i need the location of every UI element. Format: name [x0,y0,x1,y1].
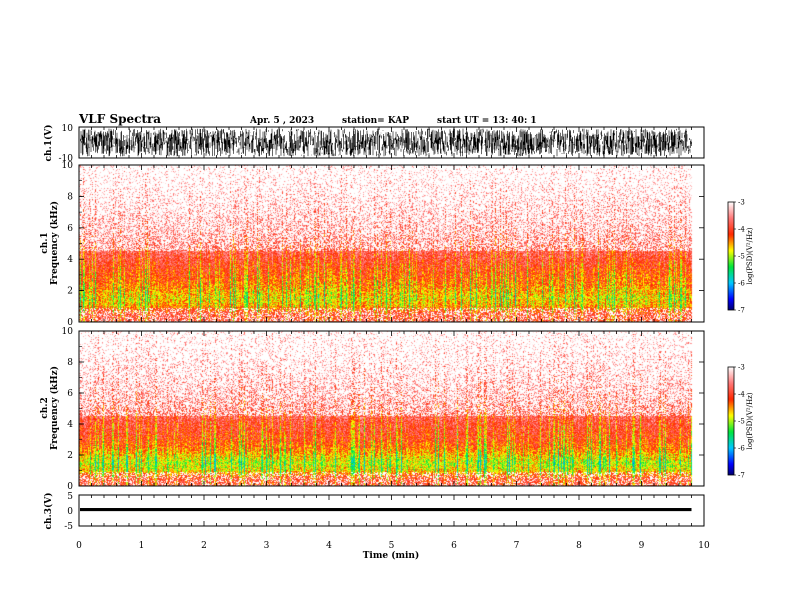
ch1-spectrogram-panel: 0 2 4 6 8 10 ch.1 Frequency (kHz) [40,161,705,328]
ch2-frequency-tick-label: 0 [67,482,73,492]
ch1-spectrogram-ticks [78,164,705,323]
ch1-waveform-panel: 10 -10 ch.1(V) [43,124,705,164]
ch2-frequency-tick-label: 8 [67,358,73,368]
ch1-spectrogram-ylabel-frequency: Frequency (kHz) [49,201,60,285]
time-tick-label: 8 [576,541,582,551]
ch2-spectrogram-image [79,331,704,486]
time-axis-label: Time (min) [363,550,420,561]
ch2-spectrogram-ylabel-channel: ch.2 [40,397,50,418]
ch3-waveform-trace [80,508,692,512]
ch3-ytick-top: 5 [67,492,73,502]
ch2-spectrogram-panel: 0 2 4 6 8 10 ch.2 Frequency (kHz) [40,327,705,492]
ch2-colorbar: -3 -4 -5 -6 -7 log(PSD)(V²/Hz) [727,364,754,480]
figure-title: VLF Spectra [78,112,161,126]
time-tick-label: 0 [76,541,82,551]
ch1-frequency-tick-label: 0 [67,318,73,328]
ch1-frequency-tick-label: 10 [62,161,74,171]
ch1-colorbar-gradient [728,202,734,310]
colorbar-tick-label: -3 [738,199,745,207]
ch3-waveform-ticks [78,495,705,526]
colorbar-tick-label: -7 [738,307,745,315]
colorbar-tick-label: -6 [738,445,745,453]
ch2-frequency-tick-label: 2 [67,451,73,461]
time-tick-label: 10 [698,541,710,551]
colorbar-tick-label: -4 [738,391,745,399]
ch1-spectrogram-image [79,165,704,322]
ch1-waveform-trace [79,128,692,157]
colorbar-tick-label: -3 [738,364,745,372]
ch2-frequency-tick-label: 4 [67,420,73,430]
time-axis-tick-labels: 0 1 2 3 4 5 6 7 8 9 10 [76,541,710,551]
ch3-ytick-bottom: -5 [64,522,73,532]
ch3-waveform-line [80,508,692,512]
time-tick-label: 3 [264,541,270,551]
time-tick-label: 4 [326,541,332,551]
ch1-ytick-top: 10 [62,124,74,134]
ch2-colorbar-gradient [728,367,734,475]
colorbar-tick-label: -4 [738,226,745,234]
time-tick-label: 6 [451,541,457,551]
ch2-spectrogram-ticks [78,330,705,487]
ch1-frequency-tick-label: 2 [67,287,73,297]
ch1-frequency-tick-label: 6 [67,224,73,234]
ch1-spectrogram-ytick-labels: 0 2 4 6 8 10 [62,161,74,328]
ch2-colorbar-tick-labels: -3 -4 -5 -6 -7 [734,364,745,480]
colorbar-tick-label: -5 [738,253,745,261]
ch3-waveform-panel: 5 0 -5 ch.3(V) 0 1 2 3 4 5 6 7 8 9 10 Time (min) [43,492,710,561]
ch1-colorbar-tick-labels: -3 -4 -5 -6 -7 [734,199,745,315]
ch3-waveform-ylabel: ch.3(V) [43,493,54,530]
colorbar-tick-label: -7 [738,472,745,480]
time-tick-label: 9 [639,541,645,551]
ch3-ytick-mid: 0 [67,507,73,517]
start-time-label: start UT = 13: 40: 1 [437,116,537,126]
time-tick-label: 7 [514,541,520,551]
ch1-waveform-ticks [78,127,705,158]
ch1-waveform-line [79,128,692,157]
time-tick-label: 2 [201,541,207,551]
ch2-frequency-tick-label: 6 [67,389,73,399]
ch1-frequency-tick-label: 4 [67,255,73,265]
ch2-frequency-tick-label: 10 [62,327,74,337]
ch1-spectrogram-ylabel-channel: ch.1 [40,232,50,253]
colorbar-tick-label: -6 [738,280,745,288]
ch1-ytick-bottom: -10 [59,154,74,164]
date-label: Apr. 5 , 2023 [249,116,314,126]
ch1-colorbar-label: log(PSD)(V²/Hz) [746,227,754,284]
ch2-spectrogram-ylabel-frequency: Frequency (kHz) [49,366,60,450]
ch2-spectrogram-ytick-labels: 0 2 4 6 8 10 [62,327,74,492]
time-tick-label: 5 [389,541,395,551]
station-label: station= KAP [342,116,409,126]
time-tick-label: 1 [139,541,145,551]
ch2-colorbar-label: log(PSD)(V²/Hz) [746,392,754,449]
ch1-waveform-ylabel: ch.1(V) [43,125,54,162]
colorbar-tick-label: -5 [738,418,745,426]
ch1-colorbar: -3 -4 -5 -6 -7 log(PSD)(V²/Hz) [727,199,754,315]
ch1-frequency-tick-label: 8 [67,192,73,202]
